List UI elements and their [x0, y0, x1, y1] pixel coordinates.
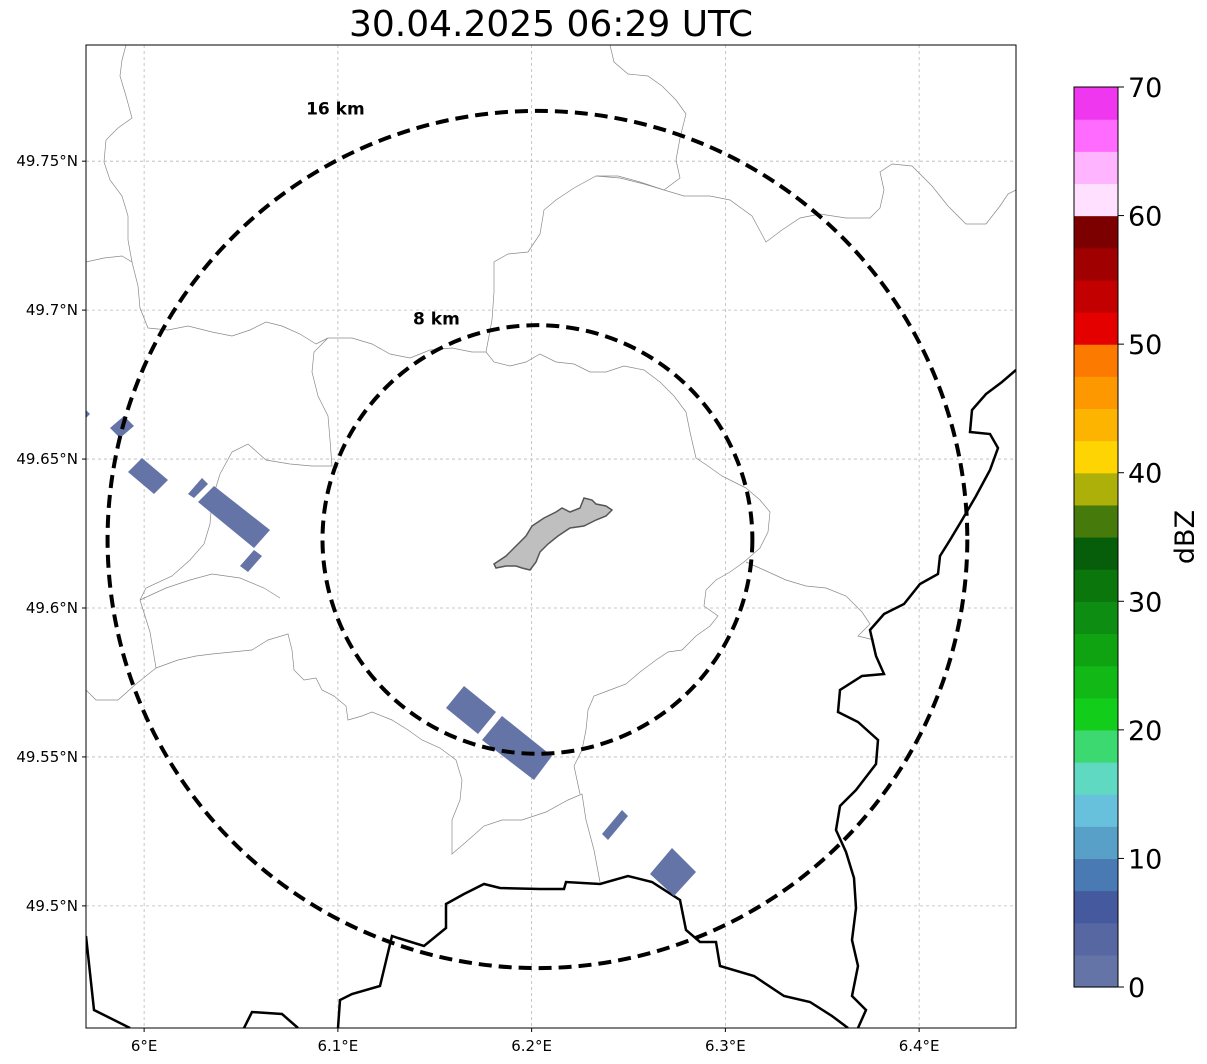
municipal-boundary — [328, 337, 747, 489]
colorbar-tick-label: 50 — [1128, 330, 1162, 361]
colorbar-segment — [1074, 954, 1118, 988]
lon-tick-label: 6.2°E — [511, 1037, 552, 1055]
range-ring-label: 16 km — [306, 99, 365, 119]
colorbar-frame — [1073, 86, 1119, 988]
colorbar-segment — [1074, 697, 1118, 731]
colorbar-segment — [1074, 151, 1118, 185]
lat-tick-label: 49.75°N — [16, 152, 78, 170]
colorbar: 0 10 20 30 40 50 60 70 dBZ — [1073, 73, 1201, 1004]
colorbar-segment — [1074, 312, 1118, 345]
range-ring-16km — [105, 108, 970, 971]
colorbar-tick-label: 70 — [1128, 73, 1162, 104]
municipal-boundary — [103, 45, 329, 345]
colorbar-segment — [1074, 633, 1118, 667]
municipal-boundary — [139, 573, 281, 601]
national-borders — [86, 369, 1016, 1028]
radar-echo — [446, 686, 496, 734]
map-title: 30.04.2025 06:29 UTC — [348, 4, 754, 45]
radar-echo — [650, 848, 696, 896]
municipal-boundary — [155, 633, 601, 883]
radar-echoes — [86, 410, 696, 896]
colorbar-segment — [1074, 601, 1118, 635]
lon-tick-label: 6.1°E — [317, 1037, 358, 1055]
colorbar-segment — [1074, 472, 1118, 506]
colorbar-segment — [1074, 665, 1118, 699]
colorbar-segment — [1074, 537, 1118, 570]
lat-tick-label: 49.6°N — [26, 599, 78, 617]
colorbar-segment — [1074, 858, 1118, 892]
colorbar-segment — [1074, 119, 1118, 152]
radar-echo — [198, 486, 270, 548]
colorbar-tick-label: 10 — [1128, 844, 1162, 875]
colorbar-segment — [1074, 247, 1118, 281]
colorbar-segment — [1074, 794, 1118, 827]
colorbar-segment — [1074, 762, 1118, 795]
lon-tick-label: 6°E — [131, 1037, 158, 1055]
lat-tick-label: 49.65°N — [16, 450, 78, 468]
lat-tick-label: 49.55°N — [16, 748, 78, 766]
colorbar-segment — [1074, 504, 1118, 538]
colorbar-tick-label: 0 — [1128, 973, 1145, 1004]
municipal-boundary — [745, 561, 875, 641]
colorbar-segment — [1074, 87, 1118, 120]
lon-tick-label: 6.3°E — [705, 1037, 746, 1055]
municipal-boundary — [573, 487, 771, 767]
radar-echo — [482, 716, 552, 780]
colorbar-segment — [1074, 729, 1118, 763]
lat-tick-label: 49.5°N — [26, 897, 78, 915]
colorbar-tick-label: 20 — [1128, 716, 1162, 747]
colorbar-segment — [1074, 344, 1118, 377]
national-border — [242, 1010, 299, 1028]
national-border — [336, 874, 849, 1028]
national-border — [86, 935, 131, 1028]
colorbar-label: dBZ — [1170, 510, 1201, 564]
municipal-boundary — [485, 45, 687, 353]
colorbar-segment — [1074, 376, 1118, 410]
colorbar-tick-label: 60 — [1128, 202, 1162, 233]
map-frame — [85, 44, 1017, 1029]
colorbar-segment — [1074, 569, 1118, 602]
radar-echo — [128, 458, 168, 494]
lon-tick-label: 6.4°E — [899, 1037, 940, 1055]
colorbar-tick-label: 30 — [1128, 587, 1162, 618]
municipal-boundaries — [86, 45, 1016, 883]
radar-echo — [86, 410, 90, 418]
colorbar-segment — [1074, 890, 1118, 924]
national-border — [834, 369, 1016, 1028]
radar-echo — [188, 478, 208, 498]
range-ring-8km — [320, 323, 755, 756]
range-rings: 8 km 16 km — [105, 99, 970, 971]
map-panel[interactable]: 8 km 16 km — [86, 45, 1016, 1028]
colorbar-segment — [1074, 279, 1118, 313]
colorbar-segment — [1074, 183, 1118, 217]
colorbar-segment — [1074, 922, 1118, 956]
longitude-axis: 6°E 6.1°E 6.2°E 6.3°E 6.4°E — [131, 1028, 940, 1055]
colorbar-segment — [1074, 826, 1118, 860]
city-area — [493, 497, 614, 571]
radar-echo — [240, 550, 262, 572]
range-ring-label: 8 km — [413, 309, 460, 329]
municipal-boundary — [573, 765, 581, 795]
colorbar-segment — [1074, 440, 1118, 474]
colorbar-segment — [1074, 215, 1118, 249]
municipal-boundary — [86, 255, 133, 263]
colorbar-segment — [1074, 408, 1118, 442]
municipal-boundary — [86, 337, 333, 701]
colorbar-tick-label: 40 — [1128, 459, 1162, 490]
latitude-axis: 49.5°N 49.55°N 49.6°N 49.65°N 49.7°N 49.75°N — [16, 152, 86, 915]
municipal-boundary — [596, 163, 1016, 243]
radar-echo — [602, 810, 628, 840]
lat-tick-label: 49.7°N — [26, 301, 78, 319]
